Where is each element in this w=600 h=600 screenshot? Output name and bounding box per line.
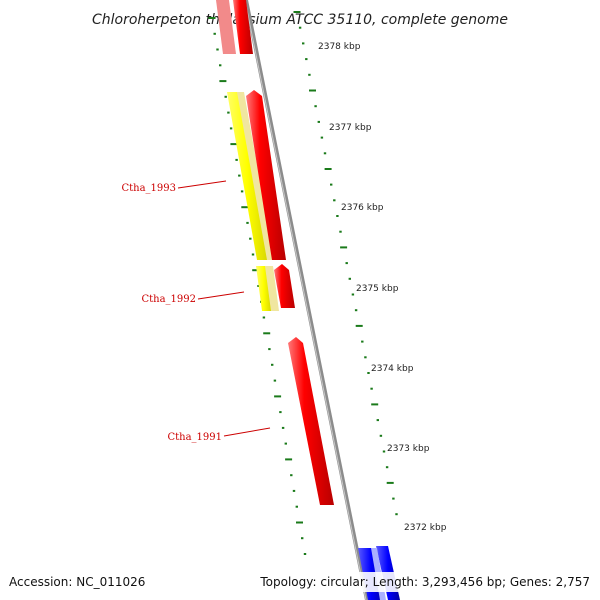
gene-ctha-1993-yellow xyxy=(227,92,267,260)
scale-label-2377: 2377 kbp xyxy=(329,123,372,133)
scale-label-2372: 2372 kbp xyxy=(404,523,447,533)
gene-top-left xyxy=(233,0,253,54)
leader-ctha-1991 xyxy=(223,427,271,437)
scale-label-group: 2378 kbp 2377 kbp 2376 kbp 2375 kbp 2374… xyxy=(318,42,447,533)
gene-ctha-1992-red xyxy=(274,264,295,308)
scale-label-2373: 2373 kbp xyxy=(387,444,430,454)
scale-label-2376: 2376 kbp xyxy=(341,203,384,213)
gene-label-ctha-1992[interactable]: Ctha_1992 xyxy=(141,294,196,305)
outer-tick-ring xyxy=(293,11,398,516)
gene-ctha-1992-yellow xyxy=(256,266,271,311)
gene-ctha-1991-red xyxy=(288,337,334,505)
gene-ctha-1993-red xyxy=(246,90,286,260)
genome-summary-text: Topology: circular; Length: 3,293,456 bp… xyxy=(259,575,590,589)
scale-label-2378: 2378 kbp xyxy=(318,42,361,52)
scale-label-2375: 2375 kbp xyxy=(356,284,399,294)
genome-backbone xyxy=(244,0,369,600)
gene-label-ctha-1993[interactable]: Ctha_1993 xyxy=(121,183,176,194)
leader-ctha-1993 xyxy=(177,180,227,189)
gene-label-ctha-1991[interactable]: Ctha_1991 xyxy=(167,432,222,443)
accession-text: Accession: NC_011026 xyxy=(9,575,145,589)
leader-ctha-1992 xyxy=(197,291,245,300)
footer-summary-bg xyxy=(258,572,592,592)
genome-backbone-highlight xyxy=(244,0,367,600)
map-title: Chloroherpeton thalassium ATCC 35110, co… xyxy=(92,12,508,28)
scale-label-2374: 2374 kbp xyxy=(371,364,414,374)
gene-top-faded xyxy=(216,0,236,54)
gene-ctha-1992-pale xyxy=(264,266,279,311)
inner-tick-ring xyxy=(208,17,307,555)
